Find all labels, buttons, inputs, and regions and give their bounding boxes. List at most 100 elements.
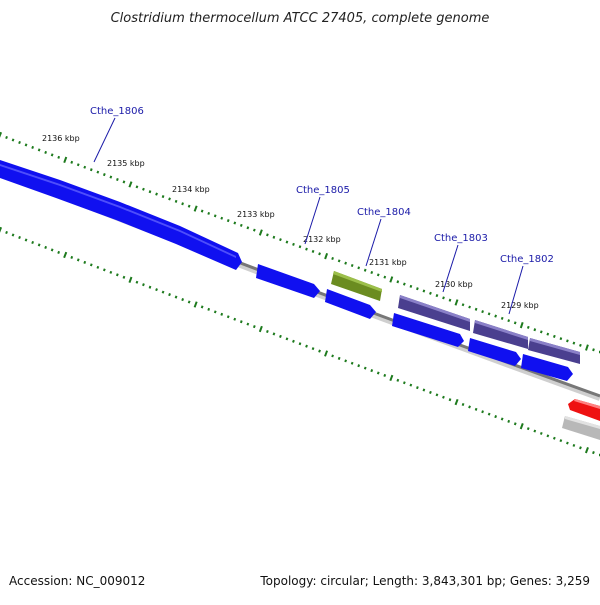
minor-tick	[70, 255, 74, 259]
minor-tick	[546, 434, 550, 438]
minor-tick	[409, 383, 413, 387]
minor-tick	[481, 310, 484, 314]
minor-tick	[207, 211, 211, 215]
minor-tick	[376, 273, 380, 277]
major-tick	[585, 344, 589, 351]
minor-tick	[474, 407, 478, 411]
minor-tick	[461, 402, 465, 407]
kbp-label: 2129 kbp	[501, 301, 539, 310]
minor-tick	[135, 280, 139, 284]
minor-tick	[50, 248, 54, 252]
minor-tick	[279, 238, 282, 242]
minor-tick	[429, 291, 432, 295]
gene-blue-c[interactable]	[468, 338, 521, 366]
gene-label-cthe-1802[interactable]: Cthe_1802	[500, 254, 554, 265]
minor-tick	[344, 261, 348, 265]
minor-tick	[200, 209, 204, 213]
minor-tick	[174, 199, 178, 203]
gene-cthe-1804[interactable]	[331, 271, 382, 301]
minor-tick	[155, 288, 158, 292]
minor-tick	[435, 393, 439, 397]
minor-tick	[376, 371, 380, 375]
minor-tick	[357, 364, 361, 368]
minor-tick	[220, 216, 224, 220]
major-tick	[63, 156, 68, 164]
minor-tick	[83, 260, 87, 264]
minor-tick	[331, 256, 334, 261]
kbp-label: 2131 kbp	[369, 258, 407, 267]
minor-tick	[409, 284, 413, 288]
kbp-label: 2132 kbp	[303, 235, 341, 244]
minor-tick	[70, 160, 74, 164]
minor-tick	[252, 325, 256, 329]
minor-tick	[174, 295, 178, 299]
gene-label-cthe-1806[interactable]: Cthe_1806	[90, 106, 144, 117]
minor-tick	[161, 290, 165, 294]
minor-tick	[168, 293, 171, 297]
minor-tick	[461, 303, 465, 307]
gene-purple-c[interactable]	[528, 338, 580, 364]
minor-tick	[142, 187, 145, 191]
minor-tick	[592, 348, 595, 352]
gene-cthe-1806[interactable]	[0, 160, 242, 270]
gene-label-cthe-1804[interactable]: Cthe_1804	[357, 207, 411, 218]
gene-cthe-1803[interactable]	[398, 295, 470, 331]
gene-cthe-1802[interactable]	[473, 320, 528, 349]
major-tick	[584, 447, 589, 454]
gene-highlight	[0, 164, 236, 258]
minor-tick	[533, 328, 537, 332]
minor-tick	[161, 195, 165, 199]
major-tick	[519, 423, 524, 430]
minor-tick	[552, 334, 556, 338]
minor-tick	[383, 373, 387, 377]
minor-tick	[187, 204, 191, 208]
minor-tick	[572, 443, 576, 447]
accession-text: Accession: NC_009012	[9, 574, 145, 588]
minor-tick	[285, 337, 289, 341]
minor-tick	[24, 143, 28, 147]
minor-tick	[168, 197, 171, 201]
major-tick	[128, 181, 133, 188]
minor-tick	[5, 230, 8, 235]
minor-tick	[559, 439, 563, 443]
leader-line	[508, 265, 524, 315]
minor-tick	[11, 138, 15, 142]
minor-tick	[337, 356, 341, 360]
gene-gray[interactable]	[562, 416, 600, 440]
gene-blue-a[interactable]	[325, 289, 376, 319]
minor-tick	[18, 140, 21, 145]
minor-tick	[115, 273, 119, 277]
gene-cthe-1805[interactable]	[256, 264, 320, 298]
gene-label-cthe-1803[interactable]: Cthe_1803	[434, 233, 488, 244]
minor-tick	[513, 422, 517, 426]
gene-blue-b[interactable]	[392, 313, 464, 347]
minor-tick	[592, 451, 595, 455]
minor-tick	[396, 280, 400, 284]
minor-tick	[272, 235, 276, 239]
minor-tick	[266, 329, 269, 334]
map-title: Clostridium thermocellum ATCC 27405, com…	[111, 11, 490, 26]
kbp-label: 2134 kbp	[172, 185, 210, 194]
minor-tick	[572, 341, 576, 345]
kbp-labels: 2136 kbp 2135 kbp 2134 kbp 2133 kbp 2132…	[42, 134, 539, 310]
minor-tick	[272, 332, 276, 336]
kbp-label: 2133 kbp	[237, 210, 275, 219]
leader-line	[93, 117, 116, 163]
gene-highlight	[475, 320, 528, 340]
gene-label-cthe-1805[interactable]: Cthe_1805	[296, 185, 350, 196]
minor-tick	[337, 259, 341, 263]
minor-tick	[226, 315, 230, 319]
major-tick	[519, 321, 524, 329]
minor-tick	[102, 268, 106, 272]
gene-highlight	[530, 338, 580, 355]
minor-tick	[416, 287, 419, 291]
minor-tick	[96, 170, 100, 174]
minor-tick	[24, 238, 28, 242]
minor-tick	[422, 289, 426, 293]
minor-tick	[416, 386, 419, 390]
minor-tick	[292, 242, 295, 246]
gene-blue-d[interactable]	[521, 354, 573, 381]
minor-tick	[494, 314, 498, 318]
minor-tick	[500, 316, 504, 320]
